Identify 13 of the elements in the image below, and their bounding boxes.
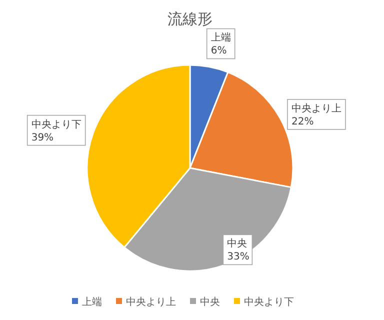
data-label: 39% bbox=[31, 132, 54, 144]
legend-label: 上端 bbox=[82, 296, 102, 308]
legend-label: 中央より下 bbox=[244, 296, 294, 308]
legend-label: 中央 bbox=[200, 296, 220, 308]
legend-label: 中央より上 bbox=[126, 296, 176, 308]
slice-label: 中央より上 bbox=[291, 102, 342, 114]
slice-label: 中央 bbox=[227, 238, 248, 250]
data-label: 22% bbox=[291, 116, 314, 128]
slice-label: 中央より下 bbox=[31, 118, 82, 130]
slice-label: 上端 bbox=[210, 32, 231, 44]
data-label: 6% bbox=[210, 46, 227, 57]
chart-title: 流線形 bbox=[168, 10, 212, 28]
data-label: 33% bbox=[227, 252, 250, 263]
